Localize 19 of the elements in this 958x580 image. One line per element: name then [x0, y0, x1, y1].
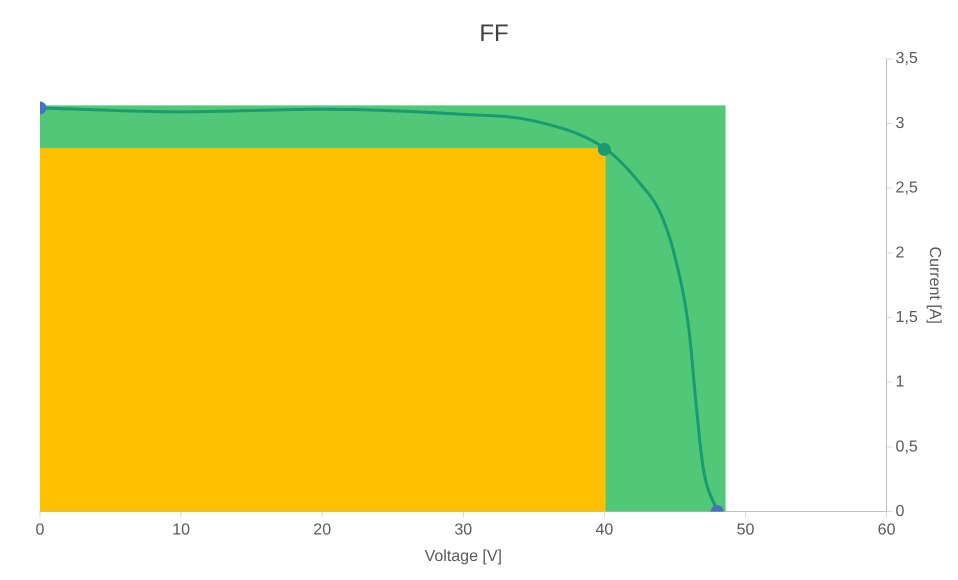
- x-tick-label: 50: [736, 522, 754, 539]
- y-tick-label: 3,5: [896, 50, 918, 68]
- x-axis-title: Voltage [V]: [424, 548, 502, 565]
- x-tick-label: 0: [36, 522, 45, 539]
- x-tick-label: 10: [172, 522, 190, 539]
- y-axis-title: Current [A]: [926, 246, 943, 324]
- y-tick-label: 1,5: [896, 308, 918, 326]
- x-tick-label: 60: [878, 522, 896, 539]
- x-tick-label: 30: [454, 522, 472, 539]
- y-tick-label: 1: [896, 374, 905, 391]
- y-tick-label: 2,5: [896, 180, 918, 197]
- y-tick-label: 0,5: [896, 438, 918, 456]
- point: [598, 142, 611, 156]
- x-tick-label: 40: [595, 522, 614, 539]
- x-tick-label: 20: [313, 522, 332, 539]
- y-tick-label: 0: [896, 503, 905, 520]
- y-tick-label: 2: [896, 244, 905, 262]
- chart-title: FF: [479, 20, 509, 48]
- y-tick-label: 3: [896, 114, 905, 132]
